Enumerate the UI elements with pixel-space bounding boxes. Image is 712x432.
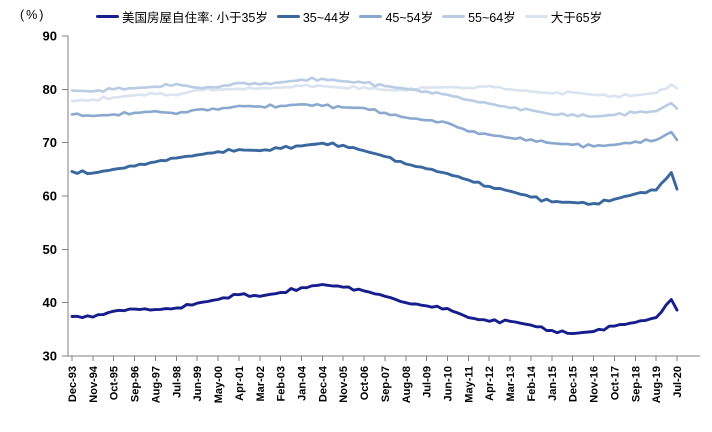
x-tick-label: Oct-17 xyxy=(609,366,621,400)
x-tick-label: Jul-09 xyxy=(422,366,434,398)
x-tick-label: Oct-95 xyxy=(109,366,121,400)
x-tick-label: Oct-06 xyxy=(359,366,371,400)
legend-item-35-44: 35~44岁 xyxy=(276,7,351,26)
legend-item-over-65: 大于65岁 xyxy=(524,7,603,26)
x-tick-label: Jan-04 xyxy=(296,365,308,401)
y-tick-label: 70 xyxy=(43,135,57,150)
x-tick-label: Feb-14 xyxy=(526,365,538,401)
series-line-2 xyxy=(70,103,679,149)
y-tick-label: 80 xyxy=(43,82,57,97)
line-swatch-icon xyxy=(524,14,548,19)
x-tick-label: May-00 xyxy=(213,366,225,403)
y-tick-label: 40 xyxy=(43,295,57,310)
x-tick-label: Feb-03 xyxy=(276,366,288,401)
legend-item-45-54: 45~54岁 xyxy=(359,7,433,26)
x-tick-label: Dec-93 xyxy=(67,366,79,402)
legend-item-55-64: 55~64岁 xyxy=(442,7,516,26)
y-tick-label: 90 xyxy=(43,29,57,44)
y-tick-label: 50 xyxy=(43,242,57,257)
series-line-0 xyxy=(70,283,679,336)
x-tick-label: Aug-08 xyxy=(401,366,413,403)
line-swatch-icon xyxy=(96,14,119,19)
x-tick-label: Jun-99 xyxy=(192,366,204,401)
chart-legend: 美国房屋自住率: 小于35岁 35~44岁 45~54岁 55~64岁 大于65… xyxy=(96,7,602,26)
x-tick-label: Apr-01 xyxy=(234,366,246,401)
x-tick-label: Aug-97 xyxy=(150,366,162,403)
x-tick-label: Nov-94 xyxy=(88,365,100,403)
x-tick-label: Apr-12 xyxy=(484,366,496,401)
y-axis-unit-label: (%) xyxy=(20,8,46,22)
series-line-3 xyxy=(70,76,679,118)
x-tick-label: Dec-15 xyxy=(568,366,580,402)
line-swatch-icon xyxy=(442,14,466,19)
x-tick-label: Jun-10 xyxy=(443,366,455,401)
x-tick-label: Nov-16 xyxy=(589,366,601,403)
legend-label: 美国房屋自住率: 小于35岁 xyxy=(122,11,268,25)
x-tick-label: Sep-18 xyxy=(630,366,642,402)
x-tick-label: Mar-02 xyxy=(255,366,267,401)
x-tick-label: Sep-07 xyxy=(380,366,392,402)
x-tick-label: Sep-96 xyxy=(130,366,142,402)
legend-label: 45~54岁 xyxy=(385,11,434,25)
y-tick-label: 30 xyxy=(43,349,57,364)
x-tick-label: Nov-05 xyxy=(338,366,350,403)
x-tick-label: Mar-13 xyxy=(505,366,517,401)
legend-label: 55~64岁 xyxy=(468,11,516,25)
legend-item-under-35: 美国房屋自住率: 小于35岁 xyxy=(96,7,268,26)
x-tick-label: May-11 xyxy=(463,366,475,403)
line-swatch-icon xyxy=(276,14,300,19)
y-tick-label: 60 xyxy=(43,189,57,204)
line-swatch-icon xyxy=(359,14,383,19)
legend-label: 大于65岁 xyxy=(550,11,603,25)
legend-label: 35~44岁 xyxy=(302,11,351,25)
series-line-1 xyxy=(70,141,679,206)
x-tick-label: Dec-04 xyxy=(317,365,329,402)
series-line-4 xyxy=(70,83,679,103)
x-tick-label: Aug-19 xyxy=(651,366,663,403)
x-tick-label: Jan-15 xyxy=(547,366,559,401)
x-tick-label: Jul-98 xyxy=(171,366,183,398)
x-tick-label: Jul-20 xyxy=(672,366,684,398)
